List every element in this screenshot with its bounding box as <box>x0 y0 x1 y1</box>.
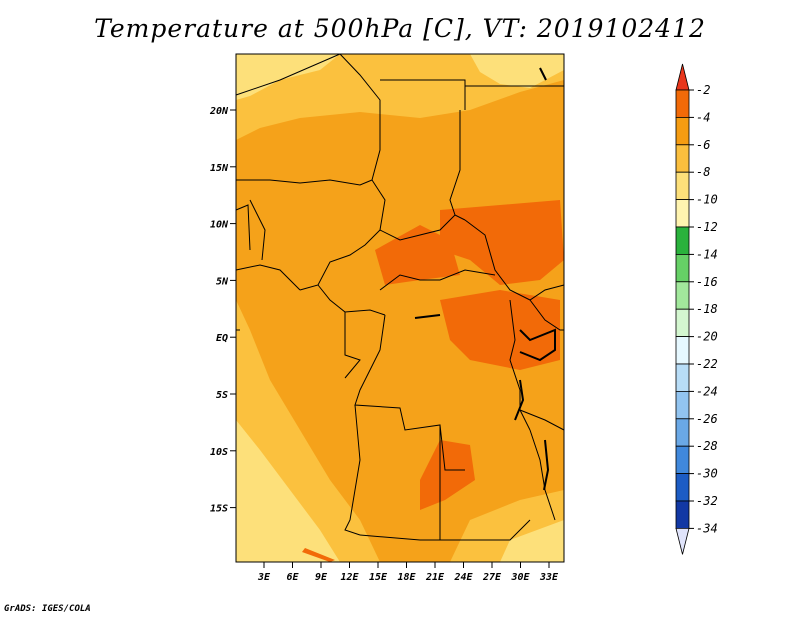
border-drc-east <box>509 299 531 431</box>
lon-label: 15E <box>369 572 388 583</box>
border-gabon-congo <box>344 312 361 379</box>
lat-label: 20N <box>209 106 229 117</box>
temp-band-hot-angola-east <box>420 440 475 510</box>
colorbar-label: -20 <box>696 330 718 344</box>
nile-delta-stub <box>539 67 547 81</box>
lon-label: 24E <box>453 572 473 583</box>
colorbar-bin <box>675 390 690 420</box>
country-borders <box>235 53 565 541</box>
lon-label: 33E <box>539 572 559 583</box>
colorbar-label: -8 <box>696 165 710 179</box>
border-car-congo <box>379 269 496 291</box>
colorbar-bin <box>675 418 690 447</box>
lat-label: EQ <box>216 333 228 344</box>
border-libya-chad <box>380 79 466 110</box>
colorbar-label: -2 <box>696 83 710 97</box>
colorbar-label: -4 <box>696 110 710 124</box>
temp-band-south-east-cool <box>500 520 564 562</box>
lake-malawi <box>543 439 550 491</box>
border-togo <box>235 204 251 251</box>
colorbar: -2 -4 -6 -8 -10 -12 -14 -16 -18 -20 -22 -24 -26 -28 -3… <box>675 63 718 555</box>
border-benin <box>249 199 266 261</box>
colorbar-bin <box>675 363 690 392</box>
border-malawi <box>529 429 556 521</box>
chart-title: Temperature at 500hPa [C], VT: 201910241… <box>94 14 706 43</box>
colorbar-bin <box>675 473 690 502</box>
colorbar-bin <box>675 89 690 118</box>
lat-label: 10N <box>210 220 229 231</box>
border-uganda-kenya <box>529 299 564 331</box>
colorbar-label: -28 <box>696 439 718 453</box>
lakes <box>414 67 556 491</box>
border-congo-drc <box>354 314 465 471</box>
lon-label: 9E <box>315 572 328 583</box>
border-angola-namibia <box>359 534 470 541</box>
border-niger-chad <box>339 53 381 181</box>
colorbar-bin <box>675 253 690 283</box>
colorbar-label: -26 <box>696 412 718 426</box>
lat-label: 15N <box>210 163 229 174</box>
temp-band-atlantic-cool <box>236 420 340 562</box>
colorbar-bin <box>675 226 690 255</box>
colorbar-bin <box>675 199 690 228</box>
lon-label: 27E <box>482 572 502 583</box>
lon-label: 3E <box>257 572 271 583</box>
colorbar-label: -14 <box>696 247 718 261</box>
colorbar-label: -22 <box>696 357 718 371</box>
border-nigeria-cameroon <box>299 179 386 291</box>
colorbar-bottom-arrow <box>675 528 690 555</box>
colorbar-bin <box>675 500 690 529</box>
colorbar-label: -30 <box>696 467 718 481</box>
longitude-axis: 3E 6E 9E 12E 15E 18E 21E 24E 27E 30E 33E <box>257 562 559 583</box>
colorbar-bin <box>675 336 690 365</box>
lon-label: 18E <box>397 572 416 583</box>
colorbar-bin <box>675 281 690 310</box>
border-tanzania <box>519 409 565 431</box>
colorbar-label: -12 <box>696 220 718 234</box>
lon-label: 30E <box>510 572 530 583</box>
border-chad-sudan <box>449 110 461 216</box>
border-angola-west <box>344 404 361 536</box>
lon-label: 12E <box>340 572 359 583</box>
colorbar-bin <box>675 308 690 338</box>
colorbar-label: -32 <box>696 494 718 508</box>
lat-label: 5N <box>216 276 229 287</box>
colorbar-bin <box>675 445 690 475</box>
lat-label: 10S <box>210 447 228 458</box>
lat-label: 5S <box>216 390 228 401</box>
temp-band-north-cool-east <box>470 54 564 88</box>
latitude-axis: 20N 15N 10N 5N EQ 5S 10S 15S <box>209 106 236 515</box>
border-chad-car <box>379 214 466 241</box>
temp-band-north-mid <box>236 54 564 140</box>
temp-band-hot-car <box>375 225 460 285</box>
colorbar-label: -24 <box>696 384 718 398</box>
border-algeria-niger <box>235 53 341 96</box>
lake-victoria <box>519 328 556 362</box>
lat-label: 15S <box>210 504 228 515</box>
colorbar-bin <box>675 117 690 146</box>
temp-band-hot-sudan <box>440 200 564 285</box>
colorbar-label: -6 <box>696 138 710 152</box>
temp-band-hot-congo-east <box>440 290 560 370</box>
colorbar-label: -34 <box>696 521 718 535</box>
colorbar-bin <box>675 171 690 200</box>
congo-river-segment <box>414 314 441 319</box>
colorbar-label: -10 <box>696 193 718 207</box>
border-gulf-guinea-coast <box>235 264 301 291</box>
colorbar-bin <box>675 144 690 173</box>
colorbar-top-arrow <box>675 63 690 91</box>
lon-label: 21E <box>425 572 445 583</box>
map-frame <box>235 53 565 563</box>
temp-band-hot-sw-streak <box>302 548 335 562</box>
grads-credit: GrADS: IGES/COLA <box>4 604 91 614</box>
colorbar-label: -16 <box>696 275 718 289</box>
border-car-south-sudan <box>464 219 565 301</box>
colorbar-label: -18 <box>696 302 718 316</box>
lon-label: 6E <box>286 572 299 583</box>
border-niger-nigeria <box>236 179 373 186</box>
lake-tanganyika <box>514 379 525 421</box>
